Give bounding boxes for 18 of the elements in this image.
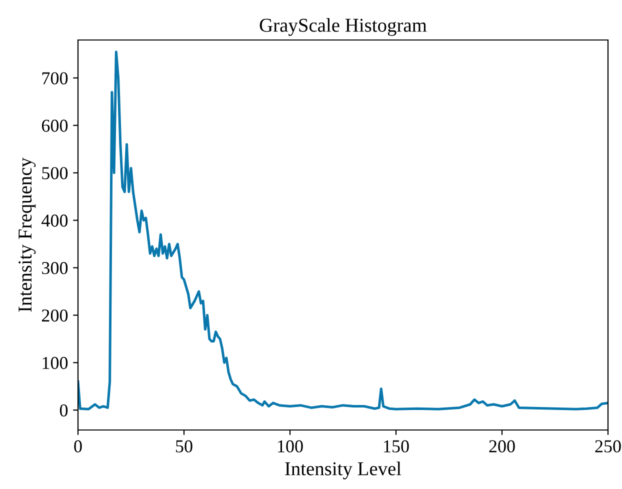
x-tick-label: 250 (595, 440, 621, 452)
x-tick-label: 100 (278, 440, 303, 452)
y-tick-label: 200 (42, 309, 68, 322)
y-tick-label: 0 (60, 404, 68, 417)
x-axis-title: Intensity Level (285, 462, 402, 480)
y-tick-label: 400 (42, 214, 68, 227)
y-tick-label: 700 (42, 72, 68, 84)
line-series (78, 50, 608, 410)
y-tick-label: 600 (42, 120, 68, 132)
x-tick-label: 200 (489, 440, 515, 452)
y-tick-label: 500 (42, 167, 68, 180)
y-axis-title: Intensity Frequency (18, 158, 36, 312)
chart-title: GrayScale Histogram (260, 18, 427, 36)
y-tick-label: 300 (42, 262, 68, 274)
y-tick-label: 100 (42, 356, 68, 370)
x-tick-label: 50 (176, 440, 192, 452)
x-tick-label: 150 (384, 440, 409, 452)
x-tick-label: 0 (74, 440, 82, 452)
